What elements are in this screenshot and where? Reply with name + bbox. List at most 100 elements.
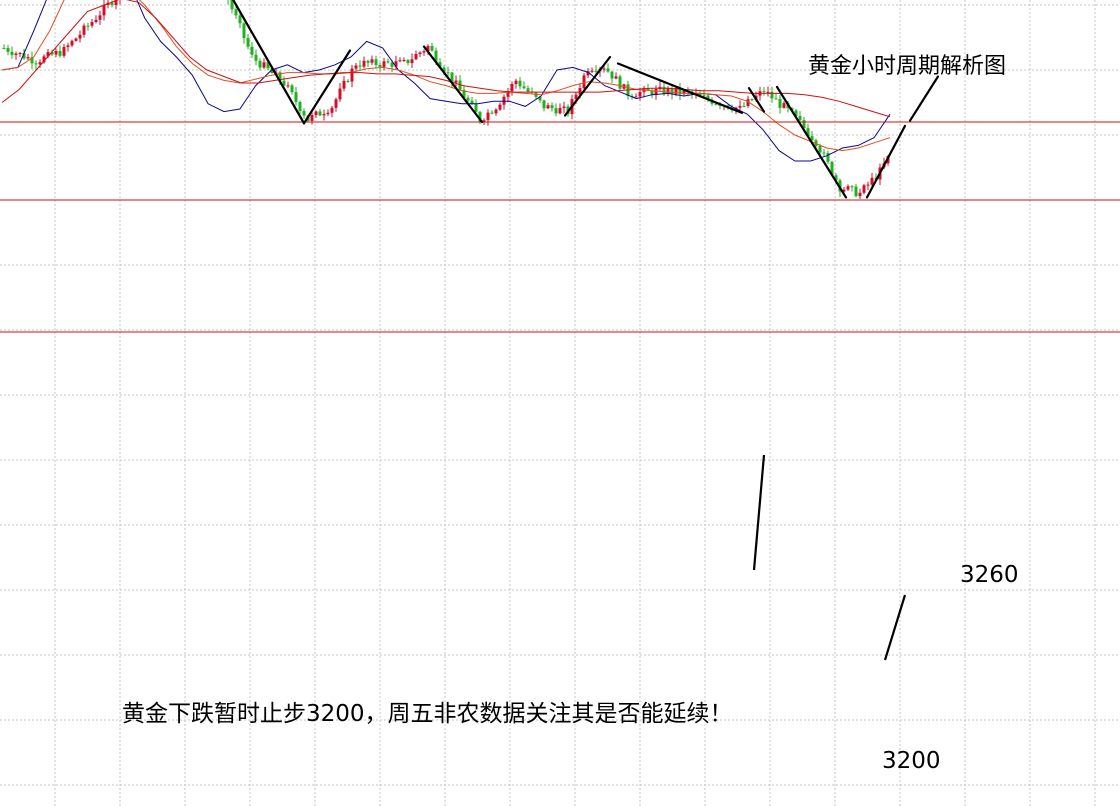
candle-body (466, 97, 470, 101)
candle-body (482, 120, 486, 122)
candle-body (498, 104, 502, 110)
candle-body (322, 114, 326, 116)
candle-body (278, 72, 282, 81)
candle-body (34, 63, 38, 65)
candle-body (826, 153, 830, 162)
candle-body (294, 92, 298, 102)
trend-line (616, 62, 744, 115)
candle-body (70, 40, 74, 46)
candle-body (802, 120, 806, 129)
candle-body (238, 15, 242, 24)
trend-lines (232, 0, 940, 661)
trend-line (908, 75, 940, 122)
candle-body (590, 70, 594, 72)
chart-title: 黄金小时周期解析图 (808, 54, 1007, 79)
trend-line (302, 49, 352, 125)
candle-body (254, 54, 258, 61)
candle-body (290, 85, 294, 93)
candle-body (10, 51, 14, 55)
candle-body (542, 100, 546, 109)
price-levels (0, 121, 1120, 333)
candle-body (610, 71, 614, 79)
candle-body (782, 103, 786, 108)
candle-body (562, 106, 566, 109)
candle-body (266, 62, 270, 69)
candle-body (510, 84, 514, 92)
candle-body (654, 89, 658, 96)
trend-line (752, 454, 766, 571)
candle-body (586, 71, 590, 76)
candle-body (506, 91, 510, 97)
candle-body (738, 105, 742, 108)
candle-body (454, 80, 458, 83)
candle-body (534, 92, 538, 97)
candle-body (682, 90, 686, 95)
trend-line (775, 85, 848, 199)
candle-body (270, 68, 274, 73)
candle-body (574, 94, 578, 100)
candle-body (618, 76, 622, 89)
candle-body (286, 85, 290, 87)
candle-body (674, 88, 678, 94)
candle-body (390, 62, 394, 67)
candle-body (662, 86, 666, 94)
candle-body (602, 68, 606, 70)
candle-body (342, 80, 346, 89)
moving-average-lines (1, 0, 891, 162)
candle-body (470, 100, 474, 104)
candle-body (458, 80, 462, 90)
candle-body (462, 89, 466, 98)
trend-line (883, 594, 907, 661)
candle-body (318, 111, 322, 116)
candle-body (114, 0, 118, 5)
candle-body (22, 52, 26, 59)
candle-body (806, 128, 810, 137)
candle-body (550, 105, 554, 109)
candle-body (538, 96, 542, 101)
candle-body (14, 53, 18, 55)
candle-body (810, 136, 814, 141)
candle-body (102, 4, 106, 16)
trend-line (865, 124, 907, 199)
candle-body (374, 59, 378, 65)
candle-body (346, 80, 350, 82)
candle-body (406, 59, 410, 64)
candle-body (446, 72, 450, 74)
candle-body (90, 21, 94, 26)
candle-body (58, 50, 62, 56)
candle-body (386, 61, 390, 63)
candle-body (94, 19, 98, 22)
candle-body (870, 177, 874, 185)
candle-body (398, 60, 402, 62)
candle-body (46, 52, 50, 57)
candle-body (514, 80, 518, 85)
candle-body (62, 47, 66, 56)
trend-line (232, 0, 306, 125)
candle-body (282, 80, 286, 86)
candle-body (302, 111, 306, 116)
moving-average-line-2 (1, 0, 891, 152)
candle-body (582, 75, 586, 89)
candle-body (478, 111, 482, 122)
level-label-3260: 3260 (960, 562, 1019, 588)
candle-body (638, 91, 642, 97)
candle-body (762, 91, 766, 93)
candle-body (866, 184, 870, 186)
candle-body (402, 59, 406, 61)
candle-body (430, 45, 434, 51)
candle-body (606, 68, 610, 72)
candle-body (450, 72, 454, 83)
candle-body (646, 88, 650, 91)
candle-body (670, 88, 674, 94)
candle-body (298, 101, 302, 112)
trend-line (422, 45, 484, 124)
candle-body (250, 46, 254, 55)
candle-body (678, 88, 682, 95)
moving-average-line-3 (1, 0, 891, 118)
candle-body (702, 95, 706, 97)
candle-body (714, 103, 718, 105)
candle-body (350, 68, 354, 82)
candle-body (378, 64, 382, 67)
